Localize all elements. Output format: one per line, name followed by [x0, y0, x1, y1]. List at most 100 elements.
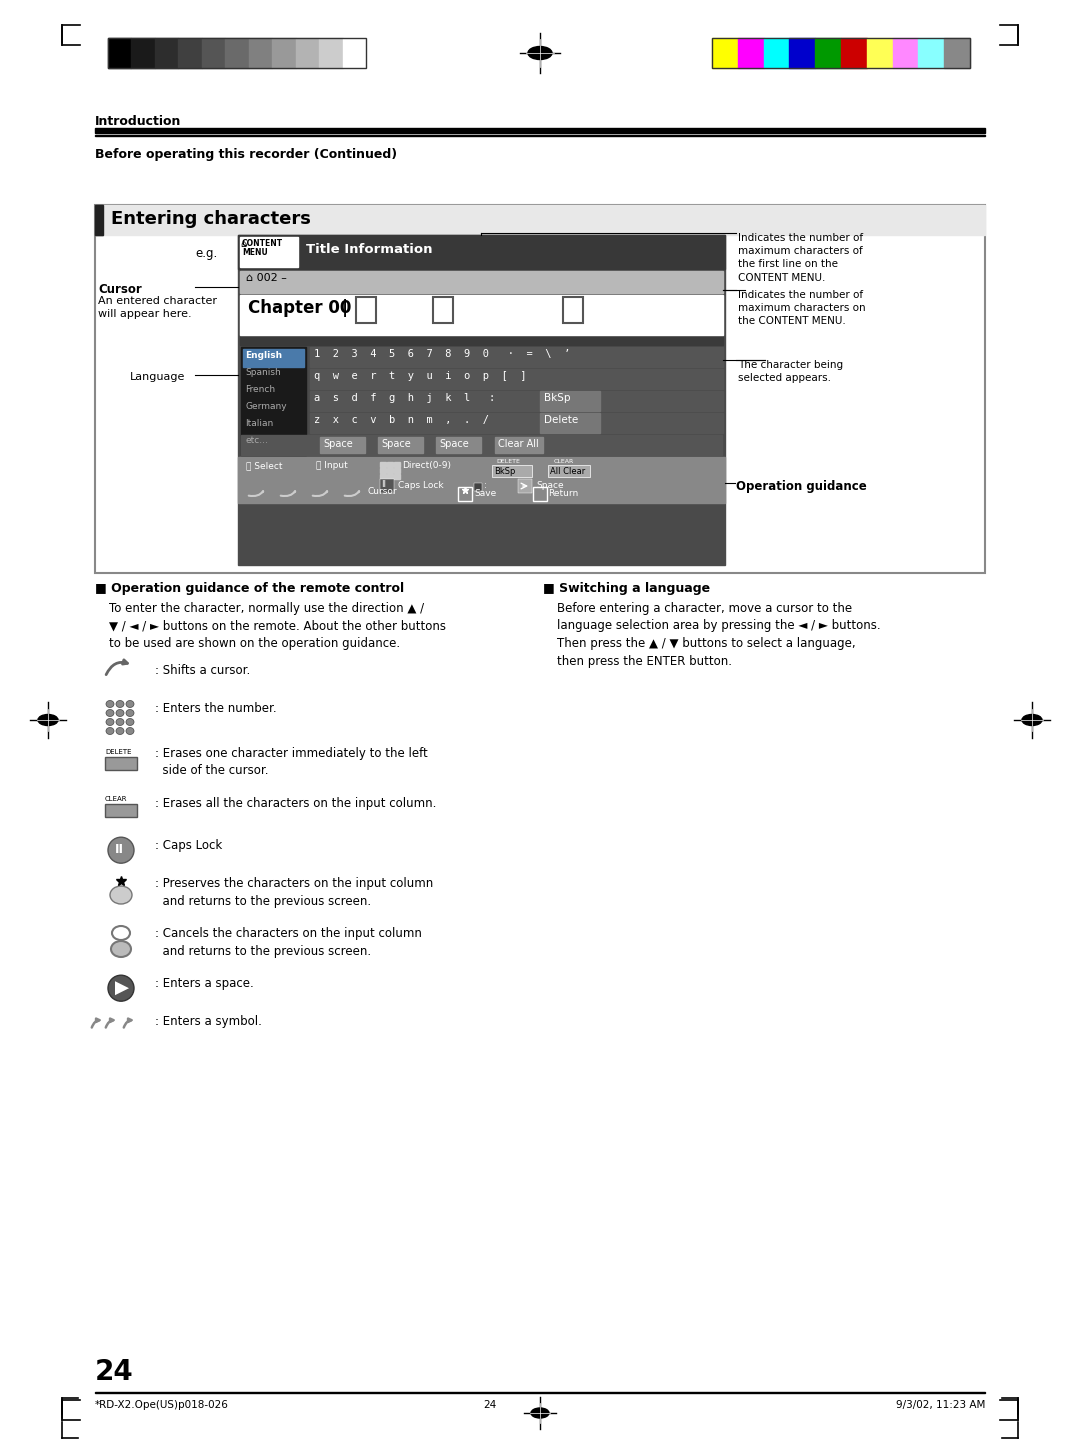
Ellipse shape [108, 975, 134, 1001]
Text: ■ Operation guidance of the remote control: ■ Operation guidance of the remote contr… [95, 582, 404, 595]
Text: DELETE: DELETE [496, 460, 519, 464]
Text: To enter the character, normally use the direction ▲ /
▼ / ◄ / ► buttons on the : To enter the character, normally use the… [109, 603, 446, 650]
Ellipse shape [116, 727, 124, 734]
Bar [380, 468, 386, 473]
Bar [540, 413, 600, 434]
Bar [241, 435, 723, 455]
FancyArrowPatch shape [92, 1019, 99, 1027]
Text: ⌂: ⌂ [240, 238, 246, 249]
Bar [380, 462, 386, 467]
Bar [433, 298, 453, 324]
FancyArrowPatch shape [106, 1019, 113, 1027]
Text: Cursor: Cursor [368, 487, 397, 496]
Text: e.g.: e.g. [195, 247, 217, 260]
Bar [108, 38, 132, 68]
Text: II: II [381, 480, 386, 488]
Text: II: II [114, 844, 124, 857]
Text: BkSp: BkSp [494, 467, 515, 475]
Bar [95, 205, 103, 236]
Bar [474, 483, 482, 491]
Bar [240, 272, 723, 293]
Ellipse shape [108, 837, 134, 863]
Ellipse shape [126, 727, 134, 734]
Bar [712, 38, 970, 68]
Bar [95, 205, 985, 574]
Text: Direct(0-9): Direct(0-9) [402, 461, 451, 470]
Bar [394, 474, 400, 478]
Text: Space: Space [536, 481, 564, 490]
Bar [95, 205, 103, 236]
Text: ⌂ 002 –: ⌂ 002 – [246, 273, 287, 283]
Bar [380, 478, 394, 493]
Bar [458, 487, 472, 501]
Bar [387, 468, 393, 473]
Bar [202, 38, 226, 68]
Bar [378, 436, 423, 452]
FancyArrowPatch shape [345, 491, 360, 496]
Bar [548, 465, 590, 477]
Text: Chapter 00: Chapter 00 [248, 299, 351, 316]
Text: All Clear: All Clear [550, 467, 585, 475]
Ellipse shape [38, 714, 58, 725]
Bar [394, 462, 400, 467]
Bar [841, 38, 867, 68]
Text: Before entering a character, move a cursor to the
language selection area by pre: Before entering a character, move a curs… [557, 603, 880, 668]
Ellipse shape [106, 718, 114, 725]
Text: 24: 24 [95, 1358, 134, 1386]
Text: Clear All: Clear All [498, 439, 539, 449]
Ellipse shape [106, 709, 114, 717]
Text: : Erases all the characters on the input column.: : Erases all the characters on the input… [156, 798, 436, 811]
Text: Save: Save [474, 488, 496, 499]
Ellipse shape [116, 701, 124, 708]
Polygon shape [114, 981, 129, 996]
Text: |: | [342, 299, 348, 316]
Ellipse shape [126, 718, 134, 725]
Bar [105, 803, 137, 816]
Ellipse shape [1022, 714, 1042, 725]
Bar [243, 350, 303, 367]
Bar [320, 436, 365, 452]
Text: 9/3/02, 11:23 AM: 9/3/02, 11:23 AM [895, 1400, 985, 1410]
Text: DELETE: DELETE [105, 749, 132, 754]
Bar [238, 457, 725, 503]
Text: : Cancels the characters on the input column
  and returns to the previous scree: : Cancels the characters on the input co… [156, 928, 422, 958]
Text: Space: Space [381, 439, 410, 449]
Text: Introduction: Introduction [95, 116, 181, 129]
Text: MENU: MENU [242, 249, 268, 257]
Text: Indicates the number of
maximum characters on
the CONTENT MENU.: Indicates the number of maximum characte… [738, 290, 866, 327]
Bar [563, 298, 583, 324]
Ellipse shape [126, 701, 134, 708]
Text: BkSp: BkSp [544, 393, 570, 403]
Ellipse shape [106, 701, 114, 708]
Text: : Enters a space.: : Enters a space. [156, 977, 254, 990]
Text: English: English [245, 351, 282, 360]
Text: : Enters a symbol.: : Enters a symbol. [156, 1014, 261, 1027]
Text: Indicates the number of
maximum characters of
the first line on the
CONTENT MENU: Indicates the number of maximum characte… [738, 233, 863, 283]
Text: Before operating this recorder (Continued): Before operating this recorder (Continue… [95, 147, 397, 160]
Ellipse shape [531, 1407, 549, 1418]
Text: Return: Return [548, 488, 578, 499]
Text: Spanish: Spanish [245, 368, 281, 377]
Text: a  s  d  f  g  h  j  k  l   :: a s d f g h j k l : [314, 393, 496, 403]
Text: An entered character
will appear here.: An entered character will appear here. [98, 296, 217, 319]
Text: Ⓢ Select: Ⓢ Select [246, 461, 283, 470]
Text: CLEAR: CLEAR [105, 796, 127, 802]
Bar [241, 347, 306, 455]
Text: 24: 24 [484, 1400, 497, 1410]
Bar [108, 38, 366, 68]
Bar [436, 436, 481, 452]
Bar [892, 38, 918, 68]
Bar [105, 757, 137, 770]
Bar [238, 236, 725, 269]
Bar [248, 38, 272, 68]
Bar [238, 236, 725, 565]
Bar [815, 38, 841, 68]
Bar [380, 474, 386, 478]
Ellipse shape [106, 727, 114, 734]
Bar [387, 474, 393, 478]
Bar [342, 38, 366, 68]
Bar [178, 38, 202, 68]
Text: Entering characters: Entering characters [111, 210, 311, 228]
Text: Space: Space [438, 439, 469, 449]
Text: : Enters the number.: : Enters the number. [156, 702, 276, 715]
